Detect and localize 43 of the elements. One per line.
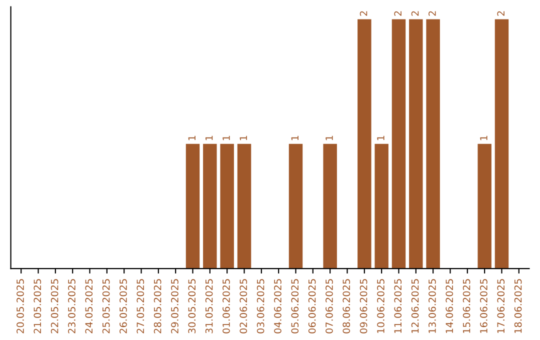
x-tick-label: 30.05.2025 (188, 279, 196, 334)
data-label: 1 (326, 136, 333, 140)
data-label: 1 (291, 136, 298, 140)
x-tick-label: 24.05.2025 (85, 279, 93, 334)
x-tick-label: 22.05.2025 (50, 279, 58, 334)
data-label: 2 (360, 11, 368, 16)
x-tick-label: 14.06.2025 (446, 279, 454, 333)
data-label: 1 (222, 136, 230, 140)
x-tick-label: 31.05.2025 (205, 279, 213, 334)
data-label: 2 (394, 11, 402, 16)
x-tick-label: 23.05.2025 (68, 279, 76, 334)
x-tick-label: 04.06.2025 (274, 279, 282, 334)
data-label: 2 (411, 11, 419, 16)
x-tick-label: 25.05.2025 (102, 279, 110, 334)
x-tick-label: 21.05.2025 (34, 279, 42, 334)
x-tick-label: 17.06.2025 (497, 279, 505, 333)
x-tick-label: 20.05.2025 (16, 279, 24, 334)
data-label: 1 (240, 136, 247, 140)
x-tick-label: 07.06.2025 (326, 279, 333, 334)
x-tick-label: 29.05.2025 (171, 279, 178, 334)
data-label: 1 (206, 136, 213, 140)
data-label: 1 (188, 136, 196, 140)
data-label: 2 (497, 11, 504, 16)
x-tick-label: 13.06.2025 (428, 279, 436, 333)
x-tick-label: 02.06.2025 (240, 279, 248, 334)
data-label: 1 (377, 136, 384, 140)
x-tick-label: 10.06.2025 (377, 279, 384, 333)
x-tick-label: 08.06.2025 (342, 279, 350, 334)
x-tick-label: 26.05.2025 (120, 279, 127, 334)
x-tick-label: 09.06.2025 (360, 279, 368, 334)
x-tick-label: 18.06.2025 (514, 279, 522, 333)
x-tick-label: 15.06.2025 (462, 279, 470, 333)
data-label: 1 (480, 136, 488, 140)
x-tick-label: 05.06.2025 (291, 279, 299, 334)
data-label: 2 (428, 11, 436, 16)
x-tick-label: 28.05.2025 (154, 279, 162, 334)
x-tick-label: 12.06.2025 (411, 279, 419, 333)
x-tick-label: 06.06.2025 (308, 279, 316, 334)
x-tick-label: 11.06.2025 (394, 279, 402, 333)
x-tick-label: 01.06.2025 (222, 279, 230, 334)
x-tick-label: 16.06.2025 (480, 279, 488, 333)
x-tick-label: 27.05.2025 (136, 279, 144, 334)
x-tick-label: 03.06.2025 (256, 279, 264, 334)
